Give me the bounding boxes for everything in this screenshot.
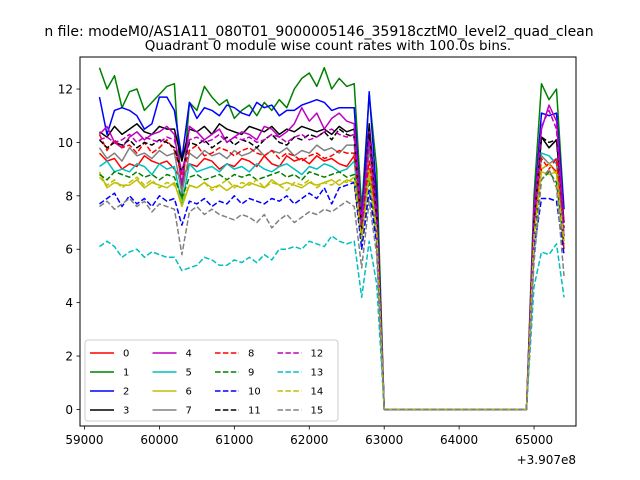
chart-title: Quadrant 0 module wise count rates with … — [145, 38, 511, 54]
plot-lines — [98, 66, 565, 411]
x-offset-label: +3.907e8 — [517, 453, 576, 467]
figure-suptitle: n file: modeM0/AS1A11_080T01_9000005146_… — [44, 24, 593, 40]
legend-label-15: 15 — [311, 406, 324, 417]
plot-frame — [79, 56, 577, 427]
legend-label-0: 0 — [123, 349, 129, 360]
legend-label-2: 2 — [123, 387, 129, 398]
series-line-8 — [98, 134, 565, 411]
legend-label-12: 12 — [311, 349, 324, 360]
legend-label-13: 13 — [311, 368, 324, 379]
y-ticks: 0 2 4 6 8 10 12 — [58, 83, 80, 417]
y-tick-label: 0 — [65, 403, 73, 417]
y-tick-label: 6 — [65, 243, 73, 257]
x-tick-label: 65000 — [515, 433, 553, 447]
x-tick-label: 62000 — [290, 433, 328, 447]
legend-label-10: 10 — [248, 387, 261, 398]
x-tick-label: 60000 — [140, 433, 178, 447]
y-tick-label: 8 — [65, 189, 73, 203]
legend-label-1: 1 — [123, 368, 129, 379]
legend-label-7: 7 — [186, 406, 192, 417]
legend-label-14: 14 — [311, 387, 324, 398]
legend-label-3: 3 — [123, 406, 129, 417]
x-tick-label: 64000 — [440, 433, 478, 447]
legend-label-5: 5 — [186, 368, 192, 379]
x-tick-label: 61000 — [215, 433, 253, 447]
legend-label-11: 11 — [248, 406, 261, 417]
legend-label-4: 4 — [186, 349, 192, 360]
y-tick-label: 4 — [65, 296, 73, 310]
legend-label-8: 8 — [248, 349, 254, 360]
series-line-14 — [98, 163, 565, 411]
x-tick-label: 63000 — [365, 433, 403, 447]
series-line-13 — [99, 235, 565, 411]
y-tick-label: 12 — [58, 83, 73, 97]
series-line-10 — [99, 181, 565, 411]
legend-label-6: 6 — [186, 387, 192, 398]
y-tick-label: 2 — [65, 350, 73, 364]
x-tick-label: 59000 — [65, 433, 103, 447]
x-ticks: 59000 60000 61000 62000 63000 64000 65000 — [65, 426, 553, 447]
legend-box — [84, 339, 339, 422]
legend-label-9: 9 — [248, 368, 254, 379]
series-line-15 — [99, 168, 565, 411]
y-tick-label: 10 — [58, 136, 73, 150]
